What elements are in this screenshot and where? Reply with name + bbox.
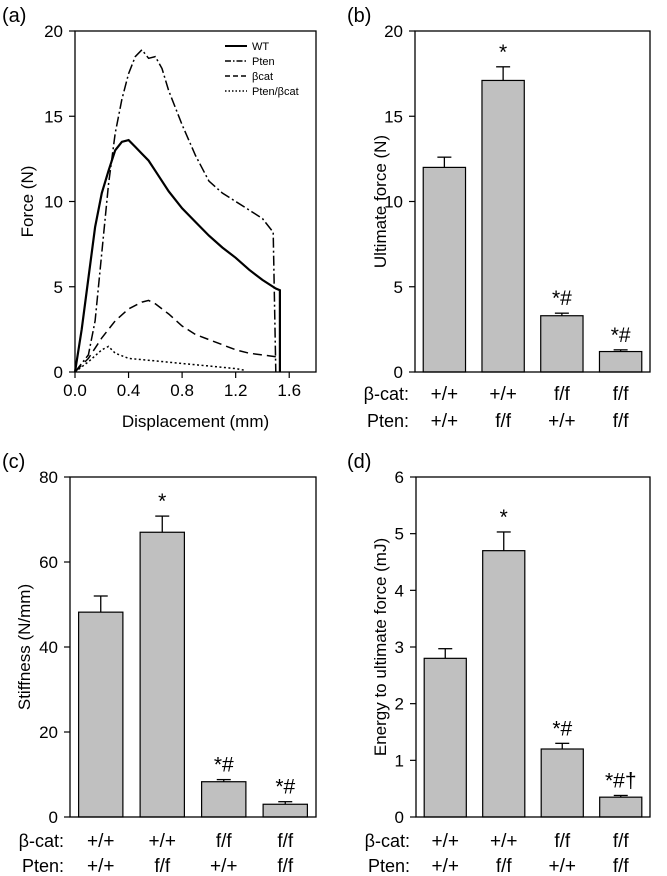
significance-mark-c-4: *# [275, 776, 295, 799]
x-tick-label-a: 0.0 [63, 381, 87, 400]
bar-b-4 [598, 350, 643, 373]
significance-mark-b-3: *# [552, 287, 572, 310]
series-line-2 [74, 48, 277, 373]
genotype-pten: f/f [496, 856, 513, 876]
genotype-beta-cat: +/+ [432, 831, 459, 852]
bar-b-1 [422, 166, 467, 373]
genotype-label-beta-cat: β-cat: [364, 384, 409, 404]
bar-d-1 [423, 657, 467, 818]
x-axis-label-a: Displacement (mm) [122, 412, 269, 431]
y-tick-label-d: 2 [395, 695, 404, 714]
genotype-pten: +/+ [210, 856, 237, 876]
genotype-label-pten: Pten: [367, 411, 409, 431]
bar-c-4 [262, 803, 308, 818]
genotype-pten: +/+ [432, 856, 459, 876]
bar-c-1 [78, 611, 124, 818]
y-tick-label-d: 6 [395, 468, 404, 487]
y-axis-label-b: Ultimate force (N) [371, 135, 390, 268]
panel-label-b: (b) [347, 5, 371, 27]
x-tick-label-a: 0.4 [117, 381, 141, 400]
legend-label-4: Pten/βcat [252, 86, 299, 98]
genotype-pten: f/f [613, 856, 630, 876]
y-tick-label-c: 60 [39, 553, 58, 572]
y-tick-label-d: 3 [395, 638, 404, 657]
y-tick-label-d: 5 [395, 525, 404, 544]
bar-d-3 [540, 748, 584, 818]
bar-b-2 [481, 79, 525, 373]
genotype-pten: +/+ [548, 411, 575, 432]
panel-label-d: (d) [347, 451, 371, 473]
y-tick-label-c: 40 [39, 638, 58, 657]
y-tick-label-c: 20 [39, 723, 58, 742]
genotype-beta-cat: +/+ [149, 831, 176, 852]
genotype-pten: +/+ [87, 856, 114, 876]
bar-b-3 [540, 315, 584, 373]
y-tick-label-d: 4 [395, 581, 404, 600]
y-tick-label-b: 15 [384, 107, 403, 126]
genotype-pten: f/f [613, 411, 630, 432]
y-tick-label-a: 5 [54, 278, 63, 297]
bar-c-3 [201, 781, 247, 818]
genotype-pten: f/f [277, 856, 294, 876]
legend-label-1: WT [252, 41, 269, 53]
genotype-beta-cat: f/f [216, 831, 233, 852]
y-axis-label-a: Force (N) [18, 166, 37, 238]
series-line-4 [74, 345, 246, 373]
genotype-beta-cat: f/f [613, 384, 630, 405]
legend-label-3: βcat [252, 71, 273, 83]
bar-d-4 [599, 796, 643, 818]
y-tick-label-c: 0 [49, 808, 58, 827]
genotype-label-beta-cat: β-cat: [365, 831, 410, 851]
genotype-beta-cat: f/f [613, 831, 630, 852]
y-tick-label-a: 20 [44, 22, 63, 41]
bar-c-2 [139, 531, 185, 818]
significance-mark-d-3: *# [552, 717, 572, 740]
y-tick-label-b: 5 [394, 278, 403, 297]
y-tick-label-a: 15 [44, 107, 63, 126]
panel-label-c: (c) [2, 451, 25, 473]
y-tick-label-a: 0 [54, 363, 63, 382]
genotype-pten: f/f [495, 411, 512, 432]
y-axis-label-d: Energy to ultimate force (mJ) [371, 538, 390, 756]
x-tick-label-a: 0.8 [170, 381, 194, 400]
significance-mark-d-4: *#† [605, 769, 637, 792]
y-tick-label-d: 0 [395, 808, 404, 827]
genotype-label-pten: Pten: [368, 856, 410, 876]
genotype-label-pten: Pten: [22, 856, 64, 876]
bar-d-2 [482, 550, 526, 818]
significance-mark-c-2: * [158, 490, 166, 513]
y-tick-label-b: 0 [394, 363, 403, 382]
significance-mark-d-2: * [500, 506, 508, 529]
y-tick-label-b: 20 [384, 22, 403, 41]
genotype-beta-cat: f/f [554, 831, 571, 852]
genotype-pten: f/f [154, 856, 171, 876]
genotype-beta-cat: +/+ [489, 384, 516, 405]
genotype-beta-cat: f/f [277, 831, 294, 852]
x-tick-label-a: 1.2 [224, 381, 248, 400]
legend-label-2: Pten [252, 56, 275, 68]
genotype-pten: +/+ [549, 856, 576, 876]
panel-label-a: (a) [2, 5, 26, 27]
genotype-beta-cat: +/+ [87, 831, 114, 852]
series-line-3 [74, 299, 276, 373]
x-tick-label-a: 1.6 [277, 381, 301, 400]
genotype-pten: +/+ [431, 411, 458, 432]
y-tick-label-b: 10 [384, 193, 403, 212]
series-line-1 [73, 138, 281, 373]
genotype-beta-cat: +/+ [431, 384, 458, 405]
y-tick-label-d: 1 [395, 751, 404, 770]
significance-mark-b-4: *# [611, 324, 631, 347]
y-tick-label-c: 80 [39, 468, 58, 487]
significance-mark-c-3: *# [214, 754, 234, 777]
y-axis-label-c: Stiffness (N/mm) [15, 584, 34, 710]
y-tick-label-a: 10 [44, 193, 63, 212]
genotype-label-beta-cat: β-cat: [19, 831, 64, 851]
significance-mark-b-2: * [499, 41, 507, 64]
genotype-beta-cat: f/f [554, 384, 571, 405]
genotype-beta-cat: +/+ [490, 831, 517, 852]
